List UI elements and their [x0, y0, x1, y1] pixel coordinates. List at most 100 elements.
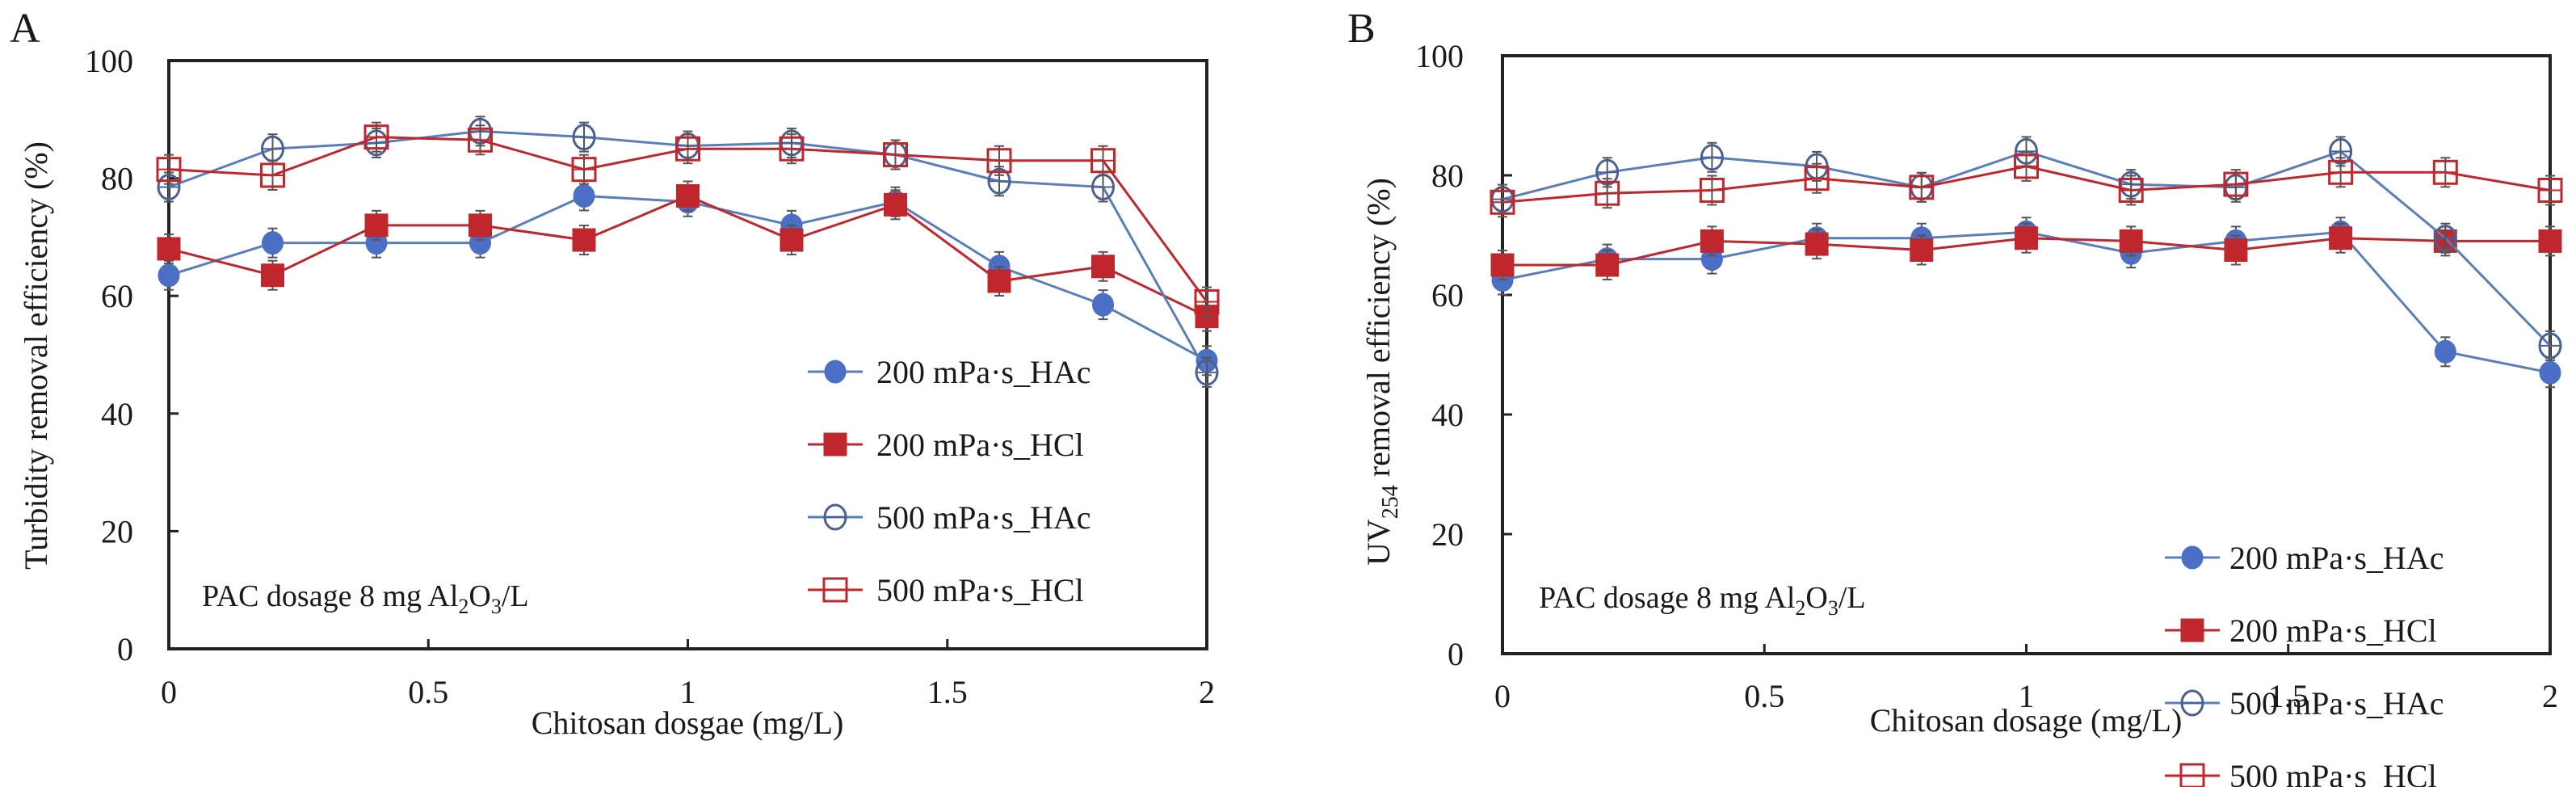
legend-item: 500 mPa·s_HCl — [2165, 758, 2437, 787]
annotation-pac-dosage: PAC dosage 8 mg Al2O3/L — [1539, 581, 1866, 620]
x-tick-label: 1.5 — [927, 674, 968, 710]
marker-filled-square — [572, 228, 596, 252]
panel-b: B UV254 removal efficiency (%) Chitosan … — [1347, 6, 2563, 787]
series-500-mpa-s-hcl — [1490, 150, 2563, 218]
legend-item: 500 mPa·s_HAc — [2165, 685, 2444, 722]
annotation-pac-dosage: PAC dosage 8 mg Al2O3/L — [202, 579, 529, 618]
marker-filled-square — [1595, 253, 1620, 277]
legend-label: 200 mPa·s_HAc — [2229, 540, 2444, 576]
x-tick-label: 1.5 — [2268, 678, 2309, 714]
marker-filled-square — [2015, 226, 2038, 250]
marker-filled-square — [1700, 229, 1724, 253]
marker-filled-square — [2538, 229, 2562, 253]
marker-filled-square — [823, 432, 847, 457]
y-axis-title-b-main: UV — [1360, 519, 1397, 566]
x-tick-label: 1 — [2019, 678, 2035, 714]
y-tick-label: 40 — [101, 396, 133, 432]
marker-filled-circle — [1092, 292, 1114, 317]
legend-item: 500 mPa·s_HCl — [808, 572, 1084, 608]
annotation-text: /L — [502, 579, 529, 613]
annotation-text: PAC dosage 8 mg Al — [202, 579, 458, 613]
legend-label: 500 mPa·s_HCl — [2229, 758, 2437, 787]
marker-filled-square — [364, 213, 389, 238]
y-tick-label: 0 — [117, 631, 133, 667]
marker-filled-square — [2329, 226, 2353, 250]
legend-label: 500 mPa·s_HCl — [876, 572, 1084, 608]
annotation-subscript: 2 — [458, 595, 469, 618]
marker-filled-square — [2119, 229, 2143, 253]
annotation-text: O — [1805, 581, 1827, 615]
annotation-subscript: 3 — [491, 595, 502, 618]
x-tick-label: 0 — [1494, 678, 1511, 714]
y-axis-title-b-rest: removal efficiency (%) — [1360, 178, 1397, 485]
y-tick-label: 20 — [1431, 516, 1464, 553]
annotation-text: PAC dosage 8 mg Al — [1539, 581, 1795, 615]
y-axis-label-a: Turbidity removal efficiency (%) — [18, 141, 54, 570]
marker-filled-circle — [573, 183, 595, 208]
y-tick-label: 60 — [101, 278, 133, 314]
series-500-mpa-s-hcl — [156, 121, 1220, 318]
legend: 200 mPa·s_HAc 200 mPa·s_HCl 500 mPa·s_HAc 5… — [808, 354, 1091, 608]
y-tick-label: 60 — [1431, 277, 1464, 314]
x-tick-label: 0.5 — [408, 674, 448, 710]
marker-filled-square — [1805, 232, 1829, 256]
y-axis-title-b: UV254 removal efficiency (%) — [1360, 178, 1403, 566]
legend: 200 mPa·s_HAc 200 mPa·s_HCl 500 mPa·s_HAc 5… — [2165, 540, 2444, 787]
series-200-mpa-s-hcl — [157, 180, 1219, 332]
marker-filled-square — [987, 269, 1011, 293]
panel-a: A Turbidity removal efficiency (%) Chito… — [10, 6, 1220, 741]
panel-label-b: B — [1347, 6, 1376, 52]
marker-filled-square — [2180, 618, 2204, 642]
panel-label-a: A — [10, 6, 40, 52]
marker-filled-circle — [824, 360, 847, 384]
x-axis-title-a: Chitosan dosgae (mg/L) — [532, 705, 844, 741]
annotation-subscript: 2 — [1795, 596, 1805, 620]
annotation-text: O — [469, 579, 490, 613]
annotation-text: /L — [1838, 581, 1866, 615]
legend-item: 200 mPa·s_HCl — [2165, 612, 2437, 649]
x-tick-label: 0.5 — [1744, 678, 1784, 714]
legend-item: 500 mPa·s_HAc — [808, 499, 1091, 536]
y-axis-title-a: Turbidity removal efficiency (%) — [18, 141, 54, 570]
y-tick-label: 20 — [101, 513, 133, 549]
x-tick-label: 2 — [2542, 678, 2558, 714]
y-tick-label: 40 — [1431, 397, 1464, 433]
marker-filled-circle — [158, 263, 180, 288]
x-tick-label: 1 — [680, 674, 696, 710]
y-tick-label: 0 — [1448, 636, 1464, 672]
legend-label: 500 mPa·s_HAc — [876, 499, 1091, 536]
y-tick-label: 100 — [1415, 38, 1464, 74]
x-tick-label: 0 — [161, 674, 177, 710]
marker-filled-circle — [262, 231, 284, 255]
marker-filled-square — [1091, 255, 1115, 279]
marker-filled-square — [1490, 253, 1515, 277]
marker-filled-square — [261, 263, 284, 288]
marker-filled-circle — [2181, 545, 2204, 570]
marker-filled-square — [469, 213, 492, 238]
y-axis-title-b-subscript: 254 — [1378, 485, 1403, 519]
x-axis-title-b: Chitosan dosage (mg/L) — [1870, 702, 2183, 739]
legend-label: 200 mPa·s_HCl — [2229, 612, 2437, 649]
legend-label: 200 mPa·s_HAc — [876, 354, 1091, 390]
legend-label: 200 mPa·s_HCl — [876, 427, 1084, 463]
marker-filled-circle — [2434, 339, 2456, 364]
y-tick-label: 100 — [85, 43, 133, 79]
marker-filled-square — [1910, 238, 1934, 262]
marker-filled-square — [2224, 238, 2248, 262]
legend-label: 500 mPa·s_HAc — [2229, 685, 2444, 722]
marker-filled-square — [780, 228, 804, 252]
legend-item: 200 mPa·s_HAc — [808, 354, 1091, 390]
legend-item: 200 mPa·s_HAc — [2165, 540, 2444, 576]
marker-filled-square — [884, 192, 907, 217]
series-200-mpa-s-hcl — [1490, 222, 2562, 280]
marker-filled-circle — [2539, 360, 2561, 385]
x-tick-label: 2 — [1199, 674, 1215, 710]
y-tick-label: 80 — [1431, 158, 1464, 194]
annotation-subscript: 3 — [1828, 596, 1838, 620]
series-line — [168, 194, 1208, 362]
marker-filled-square — [676, 183, 700, 208]
legend-item: 200 mPa·s_HCl — [808, 427, 1084, 463]
